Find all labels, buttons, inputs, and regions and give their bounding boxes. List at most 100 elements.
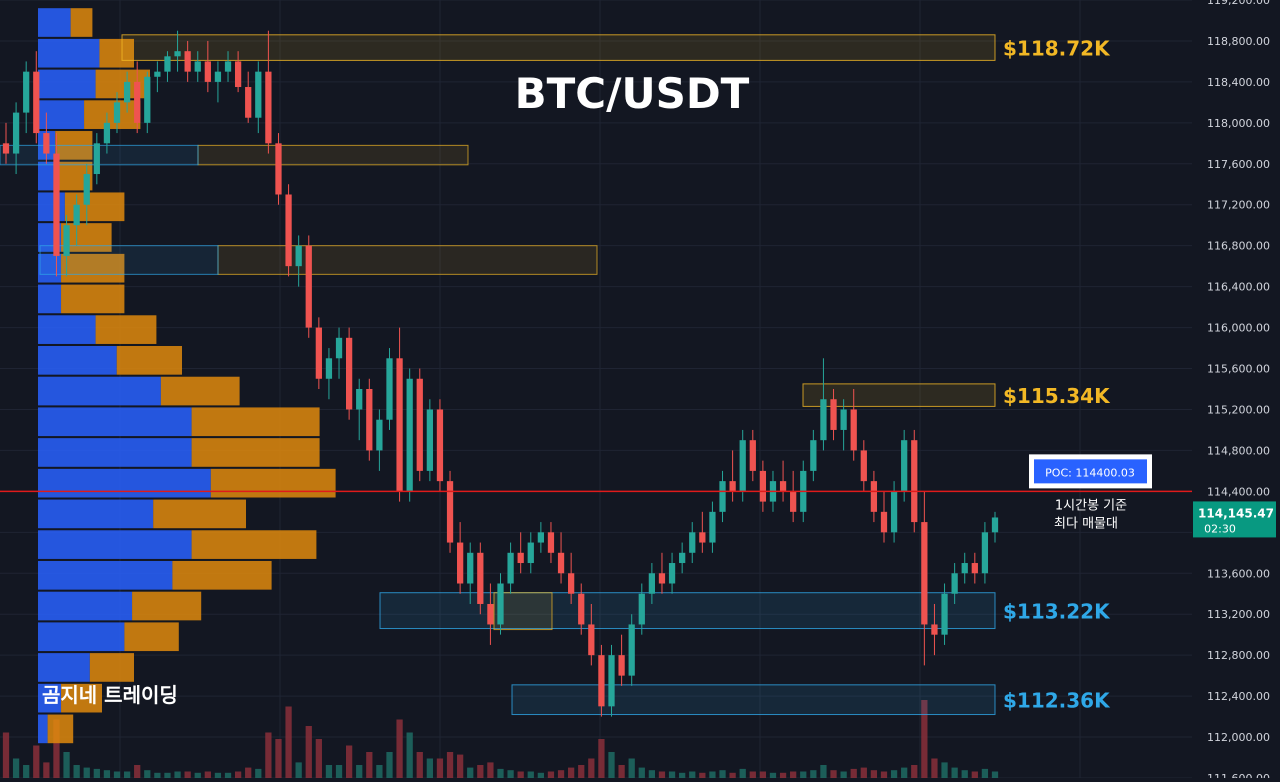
candle-body xyxy=(204,61,211,82)
volume-bars xyxy=(2,700,999,778)
price-tick-label: 116,000.00 xyxy=(1207,322,1270,335)
price-tick-label: 114,800.00 xyxy=(1207,444,1270,457)
candle-body xyxy=(507,552,514,584)
volume-bar xyxy=(648,770,656,778)
price-tick-label: 115,200.00 xyxy=(1207,403,1270,416)
profile-buy-bar xyxy=(38,499,154,529)
candle-body xyxy=(860,450,867,482)
last-price-countdown: 02:30 xyxy=(1204,522,1236,535)
volume-bar xyxy=(224,772,232,778)
price-zone xyxy=(379,592,996,630)
profile-buy-bar xyxy=(38,683,62,713)
volume-bar xyxy=(517,771,524,778)
candle-body xyxy=(315,327,322,379)
profile-buy-bar xyxy=(38,315,96,344)
volume-bar xyxy=(285,706,292,778)
volume-bar xyxy=(457,754,464,778)
volume-bar xyxy=(73,765,80,778)
volume-bar xyxy=(113,771,121,778)
poc-label-box xyxy=(1034,459,1147,484)
price-zone xyxy=(121,34,996,61)
poc-note-line-2: 최다 매물대 xyxy=(1054,516,1118,531)
level-label: $118.72K xyxy=(1003,37,1111,61)
candle-body xyxy=(396,358,403,492)
price-zone xyxy=(802,383,996,407)
candle-body xyxy=(830,399,837,430)
volume-bar xyxy=(23,765,30,778)
profile-sell-bar xyxy=(160,376,240,406)
poc-group: POC: 114400.03 1시간봉 기준 최다 매물대 xyxy=(0,454,1192,531)
volume-bar xyxy=(901,767,908,778)
volume-bar xyxy=(204,771,211,778)
volume-bar xyxy=(557,770,565,778)
volume-bar xyxy=(507,770,514,778)
price-tick-label: 118,800.00 xyxy=(1207,35,1270,48)
price-axis[interactable]: 119,200.00 118,800.00 118,400.00 118,000.00… xyxy=(1192,0,1280,782)
candle-body xyxy=(719,481,726,512)
candle-body xyxy=(325,358,333,379)
volume-bar xyxy=(93,768,100,778)
volume-bar xyxy=(860,767,867,778)
volume-bar xyxy=(880,771,888,778)
profile-buy-bar xyxy=(38,468,211,498)
profile-buy-bar xyxy=(38,438,192,467)
profile-sell-bar xyxy=(95,69,150,99)
profile-buy-bar xyxy=(38,69,96,99)
volume-bar xyxy=(981,768,989,778)
price-tick-label: 114,400.00 xyxy=(1207,485,1270,498)
candle-body xyxy=(53,153,60,256)
profile-sell-bar xyxy=(124,622,179,652)
candle-body xyxy=(588,624,595,656)
candle-body xyxy=(790,491,797,512)
profile-sell-bar xyxy=(153,499,246,529)
candle-body xyxy=(911,440,918,523)
profile-sell-bar xyxy=(191,438,320,467)
volume-bar xyxy=(366,752,373,778)
candle-body xyxy=(527,542,534,564)
profile-buy-bar xyxy=(38,192,65,222)
candle-body xyxy=(134,81,141,123)
candle-body xyxy=(628,624,635,676)
volume-bar xyxy=(628,758,635,778)
watermark: 곰지네 트레이딩 xyxy=(42,683,178,707)
volume-bar xyxy=(467,767,474,778)
volume-bar xyxy=(335,765,343,778)
volume-bar xyxy=(43,762,50,778)
candle-body xyxy=(457,542,464,584)
volume-bar xyxy=(608,752,615,778)
volume-bar xyxy=(840,771,847,778)
candle-body xyxy=(598,655,605,707)
candle-body xyxy=(658,573,666,584)
price-tick-label: 119,200.00 xyxy=(1207,0,1270,7)
volume-bar xyxy=(598,739,605,778)
candle-body xyxy=(557,552,565,574)
volume-bar xyxy=(749,771,756,778)
volume-bar xyxy=(820,765,827,778)
volume-bar xyxy=(729,772,736,778)
volume-bar xyxy=(396,719,403,778)
price-tick-label: 111,600.00 xyxy=(1207,772,1270,778)
level-label: $112.36K xyxy=(1003,689,1111,713)
candle-body xyxy=(194,61,201,72)
volume-bar xyxy=(931,758,938,778)
candle-body xyxy=(366,389,373,451)
price-tick-label: 112,800.00 xyxy=(1207,649,1270,662)
price-tick-label: 118,000.00 xyxy=(1207,117,1270,130)
candle-body xyxy=(144,76,151,123)
volume-bar xyxy=(759,771,767,778)
profile-sell-bar xyxy=(95,315,157,344)
candle-body xyxy=(255,71,262,118)
level-label: $115.34K xyxy=(1003,384,1111,408)
profile-sell-bar xyxy=(116,346,182,375)
volume-bar xyxy=(426,758,433,778)
volume-bar xyxy=(961,770,968,778)
candle-body xyxy=(779,481,787,492)
volume-bar xyxy=(547,771,555,778)
profile-sell-bar xyxy=(70,8,93,37)
volume-bar xyxy=(709,771,716,778)
volume-bar xyxy=(164,772,171,778)
candle-body xyxy=(638,593,645,625)
volume-bar xyxy=(890,770,898,778)
